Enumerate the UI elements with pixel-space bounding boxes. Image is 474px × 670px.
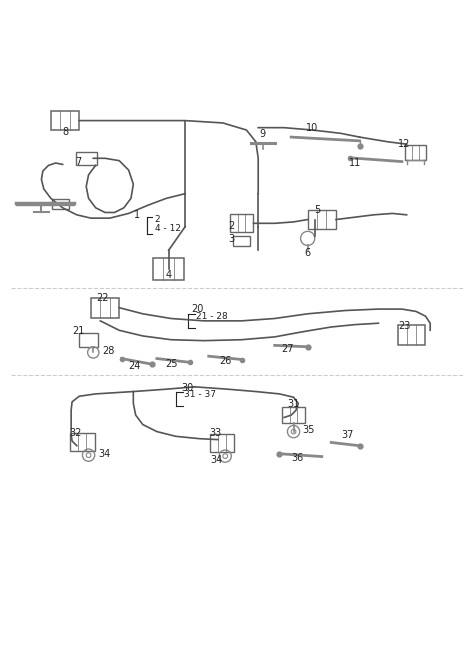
Text: 37: 37: [342, 429, 354, 440]
Text: 3: 3: [228, 234, 235, 244]
Text: 11: 11: [349, 158, 361, 168]
Text: 31: 31: [287, 399, 300, 409]
Text: 21 - 28: 21 - 28: [196, 312, 227, 320]
Bar: [282, 407, 305, 423]
Text: 22: 22: [96, 293, 109, 303]
Text: 34: 34: [210, 455, 222, 465]
Text: 20: 20: [191, 304, 203, 314]
Text: 32: 32: [69, 428, 82, 438]
Bar: [404, 145, 426, 159]
Bar: [70, 433, 95, 452]
Text: 36: 36: [291, 454, 303, 463]
Text: 30: 30: [182, 383, 194, 393]
Bar: [210, 434, 234, 452]
Text: 31 - 37: 31 - 37: [184, 390, 216, 399]
Text: 28: 28: [103, 346, 115, 356]
Bar: [51, 111, 79, 131]
Text: 21: 21: [72, 326, 84, 336]
Text: 33: 33: [210, 428, 222, 438]
Text: 34: 34: [98, 449, 110, 458]
Bar: [52, 199, 69, 209]
Text: 8: 8: [62, 127, 68, 137]
Bar: [398, 325, 425, 345]
Text: 4: 4: [165, 271, 172, 281]
Text: 26: 26: [219, 356, 231, 366]
Text: 5: 5: [314, 206, 320, 216]
Text: 27: 27: [282, 344, 294, 354]
Bar: [91, 297, 119, 318]
Bar: [76, 151, 97, 165]
Text: 35: 35: [302, 425, 314, 435]
Bar: [234, 236, 250, 246]
Text: 24: 24: [128, 361, 141, 371]
Text: 23: 23: [398, 321, 410, 331]
Text: 2: 2: [155, 215, 160, 224]
Text: 6: 6: [305, 248, 311, 258]
Text: 9: 9: [260, 129, 266, 139]
Text: 25: 25: [165, 359, 177, 369]
Text: 2: 2: [228, 222, 235, 231]
Bar: [230, 214, 253, 232]
Bar: [154, 258, 184, 280]
Text: 7: 7: [75, 157, 82, 168]
Text: 4 - 12: 4 - 12: [155, 224, 181, 233]
Text: 1: 1: [134, 210, 140, 220]
Text: 10: 10: [306, 123, 319, 133]
Bar: [79, 332, 99, 347]
Text: 12: 12: [398, 139, 410, 149]
Bar: [308, 210, 336, 229]
